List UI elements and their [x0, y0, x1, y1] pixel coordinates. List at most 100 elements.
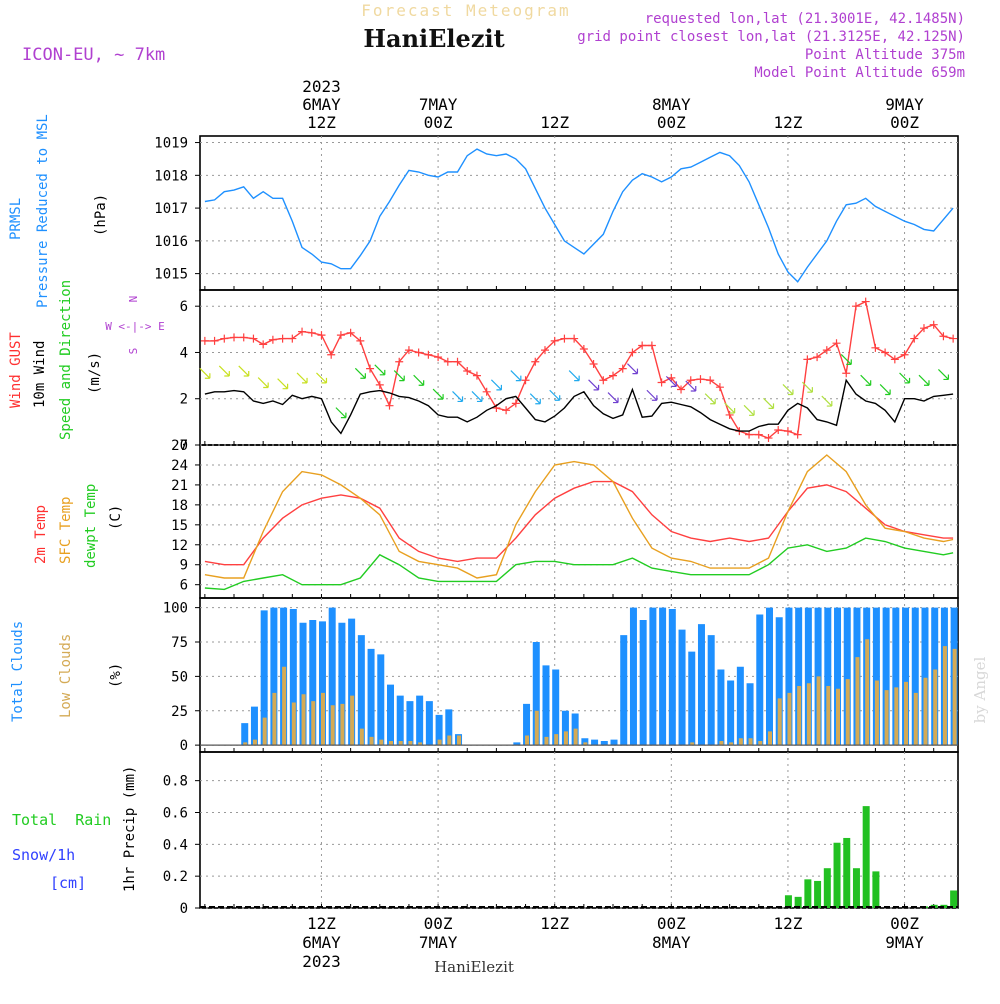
gust-marker: [443, 357, 452, 366]
total-cloud-bar: [542, 665, 550, 746]
precip-ytick-label: 0.4: [163, 837, 188, 853]
total-cloud-bar: [746, 683, 754, 746]
wind-compass: N W <-|-> E S: [105, 296, 165, 355]
total-cloud-bar: [435, 714, 443, 746]
bottom-time-label: 9MAY: [885, 933, 924, 952]
low-cloud-bar: [933, 669, 938, 746]
gust-marker: [628, 348, 637, 357]
top-time-label: 12Z: [773, 113, 802, 132]
low-cloud-bar: [904, 681, 909, 746]
total-cloud-bar: [328, 607, 336, 746]
total-cloud-bar: [668, 609, 676, 746]
clouds-low-title: Low Clouds: [58, 634, 74, 718]
gust-marker: [803, 355, 812, 364]
total-cloud-bar: [260, 610, 268, 746]
temp-ytick-label: 12: [171, 538, 188, 554]
total-cloud-bar: [250, 706, 258, 746]
bottom-time-label: 6MAY: [302, 933, 341, 952]
low-cloud-bar: [437, 739, 442, 746]
top-time-label: 6MAY: [302, 95, 341, 114]
total-cloud-bar: [717, 669, 725, 746]
total-cloud-bar: [843, 607, 851, 746]
pressure-title-2: Pressure Reduced to MSL: [35, 114, 51, 308]
wind-direction-arrow: [724, 402, 736, 414]
total-cloud-bar: [289, 609, 297, 746]
gust-marker: [482, 387, 491, 396]
gust-marker: [842, 369, 851, 378]
total-cloud-bar: [649, 607, 657, 746]
total-cloud-bar: [396, 695, 404, 746]
gust-marker: [579, 344, 588, 353]
low-cloud-bar: [913, 692, 918, 746]
wind-direction-arrow: [277, 378, 289, 390]
wind-direction-arrow: [743, 404, 755, 416]
wind-direction-arrow: [257, 377, 269, 389]
rain-bar: [852, 868, 860, 908]
low-cloud-bar: [768, 731, 772, 746]
total-cloud-bar: [804, 607, 812, 746]
grid-coords: grid point closest lon,lat (21.3125E, 42…: [577, 29, 965, 45]
compass-n: N: [127, 296, 140, 303]
low-cloud-bar: [389, 741, 393, 746]
low-cloud-bar: [583, 742, 588, 746]
low-cloud-bar: [797, 686, 802, 746]
gust-marker: [395, 357, 404, 366]
temp-2m-title: 2m Temp: [33, 505, 49, 564]
wind-direction-arrow: [549, 389, 561, 401]
low-cloud-bar: [573, 728, 578, 746]
wind-direction-arrow: [296, 372, 308, 384]
low-cloud-bar: [855, 657, 860, 746]
total-cloud-bar: [756, 614, 764, 746]
total-cloud-bar: [532, 642, 540, 746]
gust-marker: [268, 335, 277, 344]
gust-marker: [463, 366, 472, 375]
wind-ytick-label: 6: [180, 299, 188, 315]
low-cloud-bar: [952, 648, 957, 746]
low-cloud-bar: [272, 692, 277, 746]
low-cloud-bar: [457, 735, 462, 746]
total-cloud-bar: [766, 607, 773, 746]
rain-bar: [862, 806, 870, 908]
low-cloud-bar: [350, 695, 355, 746]
gust-marker: [949, 334, 958, 343]
low-cloud-bar: [787, 692, 792, 746]
gust-marker: [618, 364, 627, 373]
low-cloud-bar: [738, 738, 743, 746]
low-cloud-bar: [311, 701, 316, 746]
bottom-time-label: 12Z: [307, 914, 336, 933]
low-cloud-bar: [563, 731, 568, 746]
total-cloud-bar: [357, 635, 365, 746]
gust-marker: [453, 357, 462, 366]
clouds-total-title: Total Clouds: [10, 621, 26, 722]
bottom-time-label: 00Z: [657, 914, 686, 933]
wind-direction-arrow: [452, 390, 464, 403]
wind-direction-arrow: [568, 370, 580, 382]
total-cloud-bar: [309, 620, 317, 746]
wind-direction-arrow: [801, 381, 813, 393]
gust-marker: [230, 333, 239, 342]
total-cloud-bar: [707, 635, 715, 746]
precip-snow-title: Snow/1h: [12, 846, 75, 864]
wind-units: (m/s): [87, 352, 103, 394]
total-cloud-bar: [785, 607, 793, 746]
low-cloud-bar: [291, 702, 296, 746]
wind-direction-arrow: [354, 367, 366, 379]
low-cloud-bar: [252, 739, 257, 746]
low-cloud-bar: [836, 688, 841, 746]
total-cloud-bar: [348, 618, 356, 746]
gust-marker: [715, 383, 724, 392]
gust-marker: [725, 410, 734, 419]
temp-ytick-label: 24: [171, 458, 188, 474]
wind-direction-arrow: [685, 380, 697, 392]
model-altitude: Model Point Altitude 659m: [754, 65, 965, 81]
gust-marker: [307, 328, 316, 337]
wind-direction-arrow: [937, 369, 950, 381]
wind-direction-arrow: [821, 395, 833, 407]
gust-marker: [919, 324, 928, 333]
low-cloud-bar: [369, 736, 374, 746]
total-cloud-bar: [425, 701, 433, 746]
rain-bar: [950, 890, 958, 908]
bottom-time-label: 7MAY: [419, 933, 458, 952]
wind-direction-arrow: [393, 370, 405, 382]
compass-we: W <-|-> E: [105, 320, 165, 333]
